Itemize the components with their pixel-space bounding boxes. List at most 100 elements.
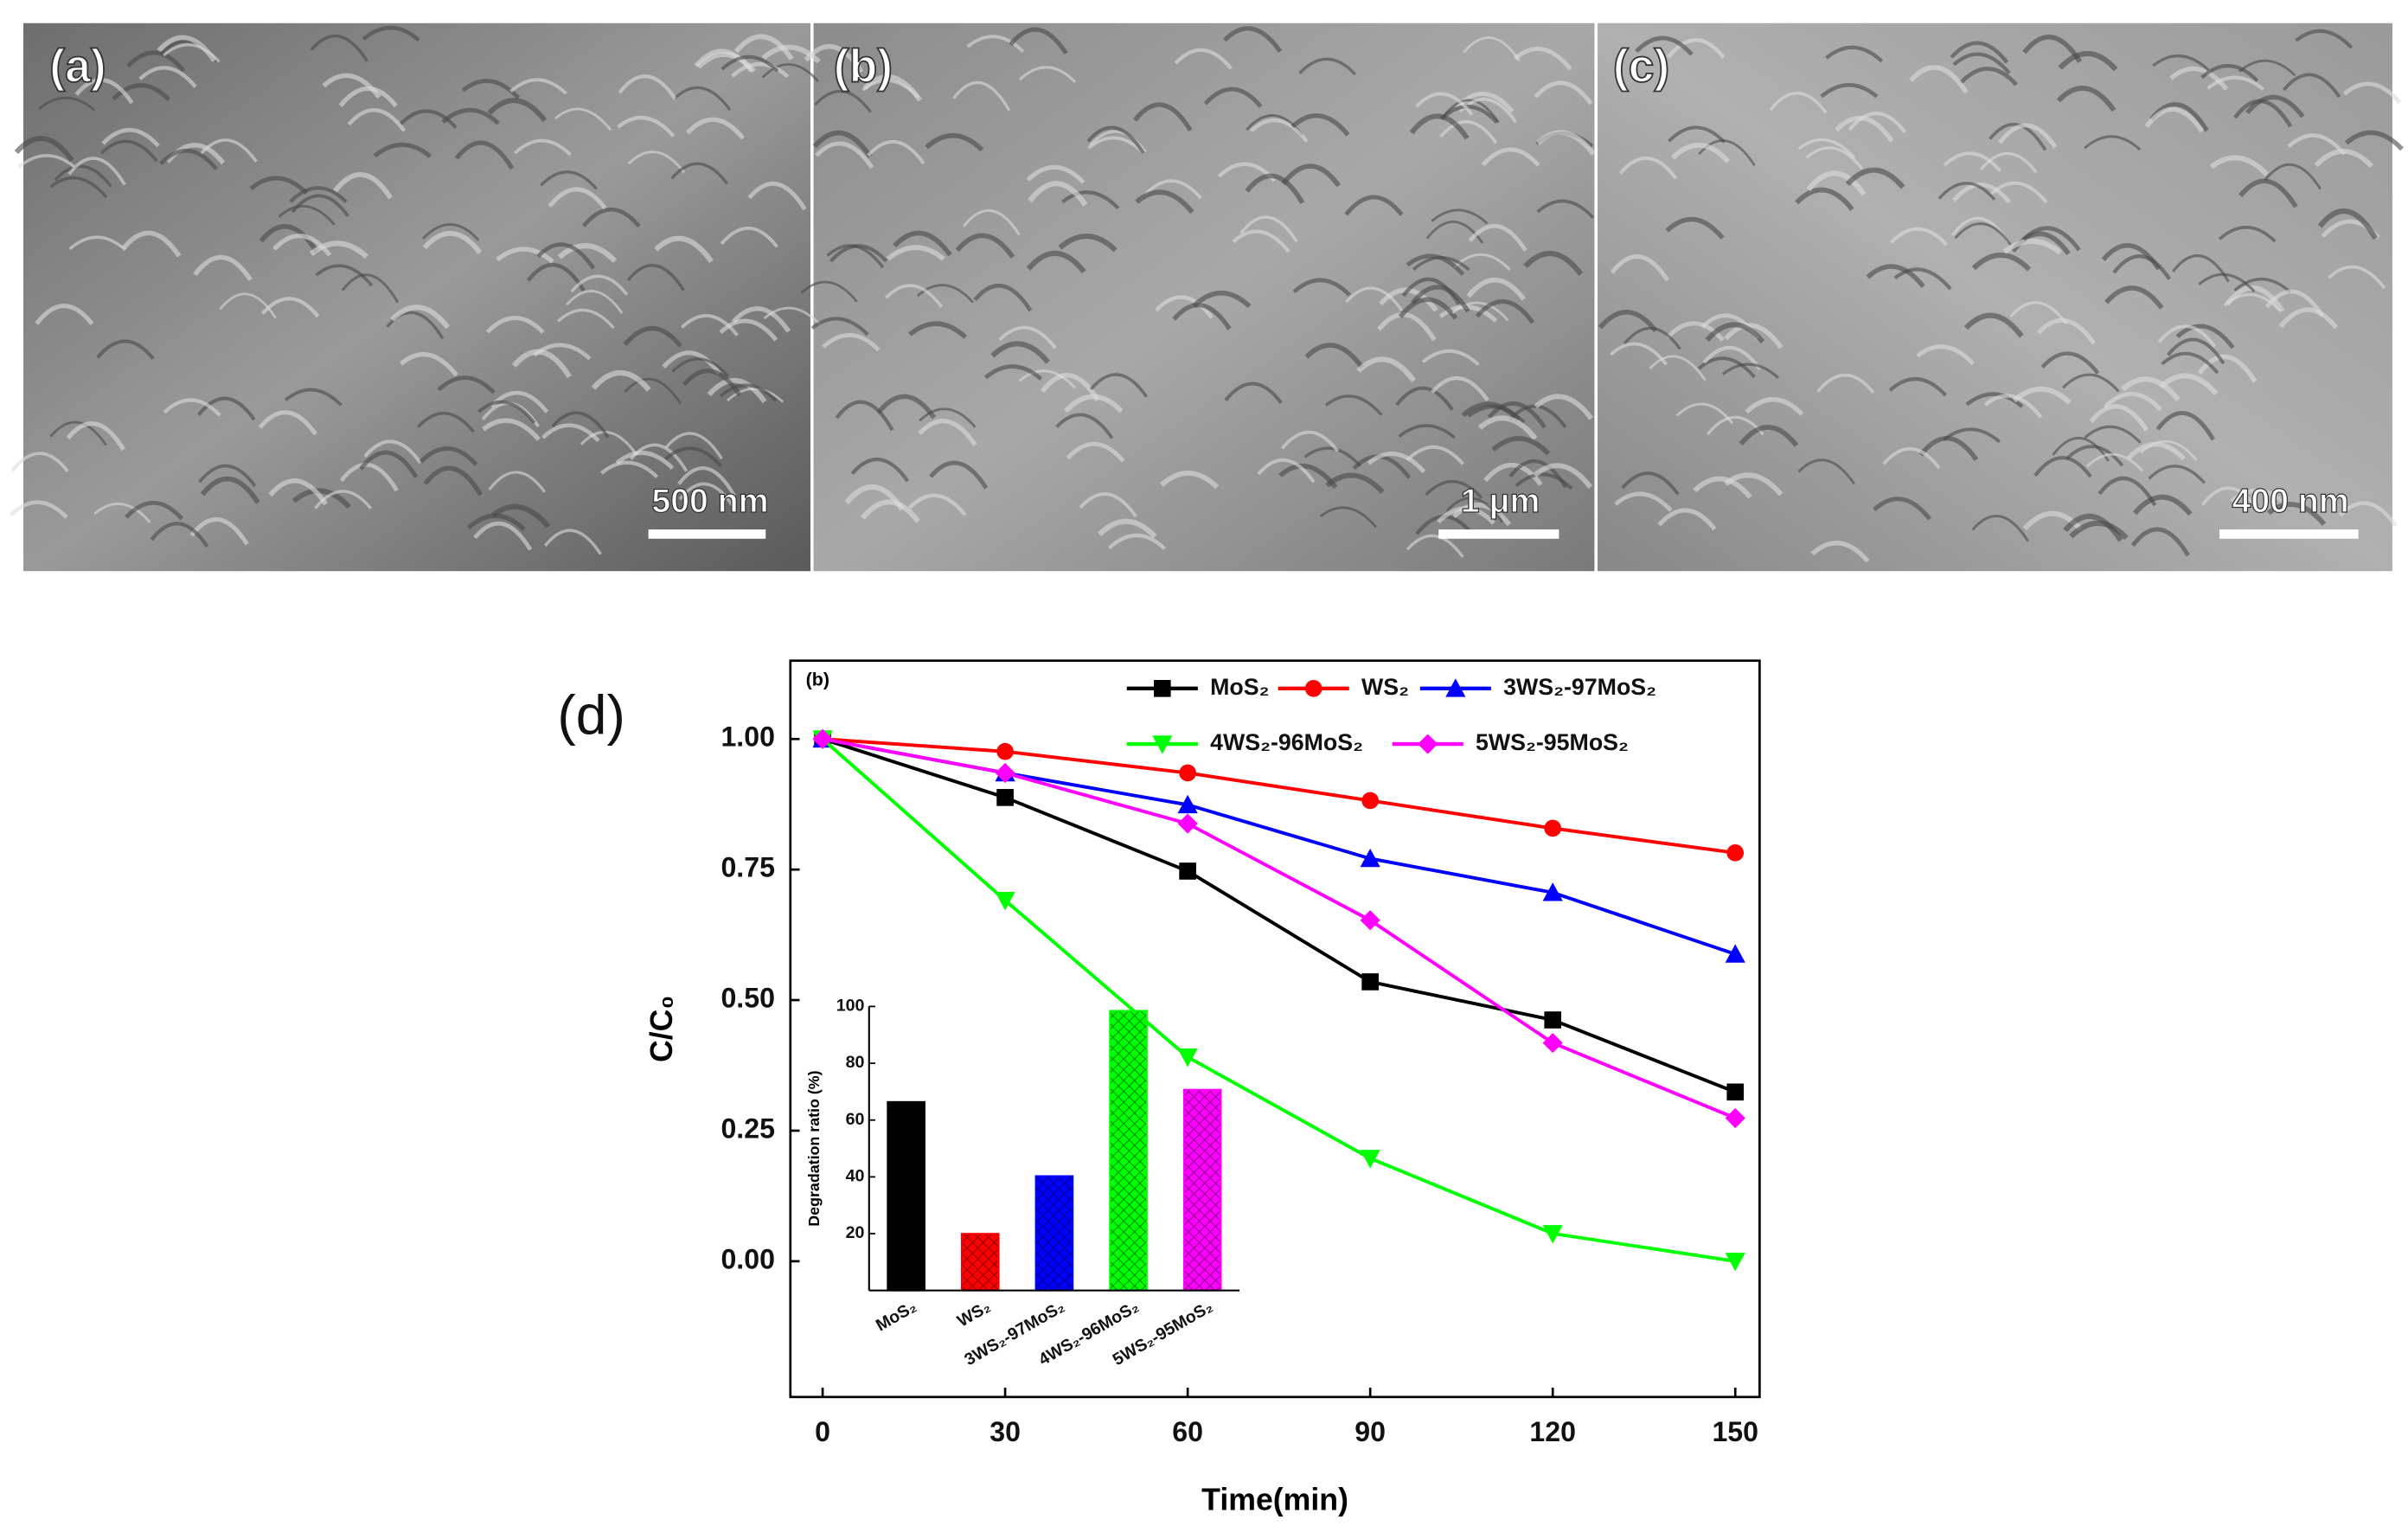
texture <box>2148 465 2206 484</box>
texture <box>309 240 369 260</box>
marker <box>1544 819 1562 837</box>
texture <box>1398 424 1456 439</box>
texture <box>893 230 952 257</box>
texture <box>339 462 399 492</box>
texture <box>694 48 753 73</box>
texture <box>421 222 480 241</box>
texture <box>551 411 610 439</box>
texture <box>2328 265 2386 290</box>
texture <box>2342 81 2402 105</box>
texture <box>867 140 925 165</box>
texture <box>1203 87 1263 108</box>
texture <box>2084 425 2142 445</box>
texture <box>680 314 739 337</box>
texture <box>99 139 158 163</box>
texture <box>1697 356 1756 379</box>
texture <box>2223 292 2282 312</box>
texture <box>1192 290 1252 309</box>
series <box>812 730 1745 1272</box>
texture <box>2317 208 2379 240</box>
texture <box>536 242 596 270</box>
texture <box>1298 57 1357 76</box>
texture <box>66 421 125 452</box>
texture <box>1292 278 1351 297</box>
y-axis-label: Degradation ratio (%) <box>805 1070 823 1226</box>
texture <box>685 117 746 140</box>
texture <box>1702 345 1762 371</box>
texture <box>363 439 422 465</box>
texture <box>35 304 94 326</box>
y-tick-label: 100 <box>836 997 865 1016</box>
texture <box>93 503 151 523</box>
texture <box>1239 215 1298 243</box>
line <box>821 737 1736 1263</box>
texture <box>422 231 483 254</box>
texture <box>540 170 599 190</box>
texture <box>1477 415 1538 440</box>
texture <box>2245 94 2305 119</box>
legend-label: 4WS₂-96MoS₂ <box>1210 729 1363 755</box>
texture <box>835 400 894 432</box>
texture <box>2161 351 2219 375</box>
marker <box>1360 910 1380 931</box>
texture <box>1487 401 1547 429</box>
texture <box>268 478 328 506</box>
texture <box>96 339 155 360</box>
texture <box>423 465 484 497</box>
texture <box>1345 286 1404 311</box>
texture <box>347 108 407 132</box>
texture <box>341 273 400 304</box>
marker <box>1177 794 1198 814</box>
marker <box>1725 1253 1745 1272</box>
bar <box>1182 1088 1222 1292</box>
texture <box>707 378 767 404</box>
texture <box>2112 254 2172 280</box>
y-tick-label: 0.00 <box>720 1243 775 1274</box>
texture <box>10 500 68 519</box>
texture <box>850 458 910 483</box>
texture <box>860 499 920 523</box>
texture <box>1089 130 1147 153</box>
texture <box>983 364 1043 381</box>
texture <box>664 446 723 468</box>
texture <box>2197 354 2258 383</box>
texture <box>314 490 373 510</box>
texture <box>373 142 432 158</box>
texture <box>1451 301 1509 322</box>
texture <box>2157 324 2217 348</box>
texture <box>386 311 445 340</box>
texture <box>929 460 989 490</box>
texture <box>2155 411 2215 441</box>
texture <box>2144 106 2205 133</box>
texture <box>1721 362 1780 379</box>
texture <box>126 50 186 73</box>
texture <box>1133 102 1193 131</box>
texture <box>1481 147 1540 167</box>
texture <box>2085 452 2144 472</box>
texture <box>548 187 607 210</box>
texture <box>2209 155 2269 176</box>
texture <box>1882 446 1941 470</box>
texture <box>2338 501 2398 527</box>
texture <box>399 351 458 377</box>
legend-marker <box>1418 734 1438 754</box>
legend-marker <box>1304 680 1322 697</box>
texture <box>49 420 107 446</box>
texture <box>482 418 541 441</box>
texture <box>2130 527 2191 557</box>
texture <box>617 115 676 138</box>
texture <box>1534 80 1593 106</box>
series <box>812 728 1745 1129</box>
y-tick-label: 60 <box>846 1110 865 1129</box>
texture <box>399 109 458 130</box>
texture <box>1971 515 2030 542</box>
texture <box>359 450 419 478</box>
x-tick-label: 150 <box>1712 1416 1758 1447</box>
texture <box>1959 67 2018 87</box>
texture <box>1634 35 1694 56</box>
texture <box>2022 35 2083 63</box>
texture <box>338 86 398 108</box>
texture <box>487 98 548 123</box>
texture <box>1475 299 1535 324</box>
